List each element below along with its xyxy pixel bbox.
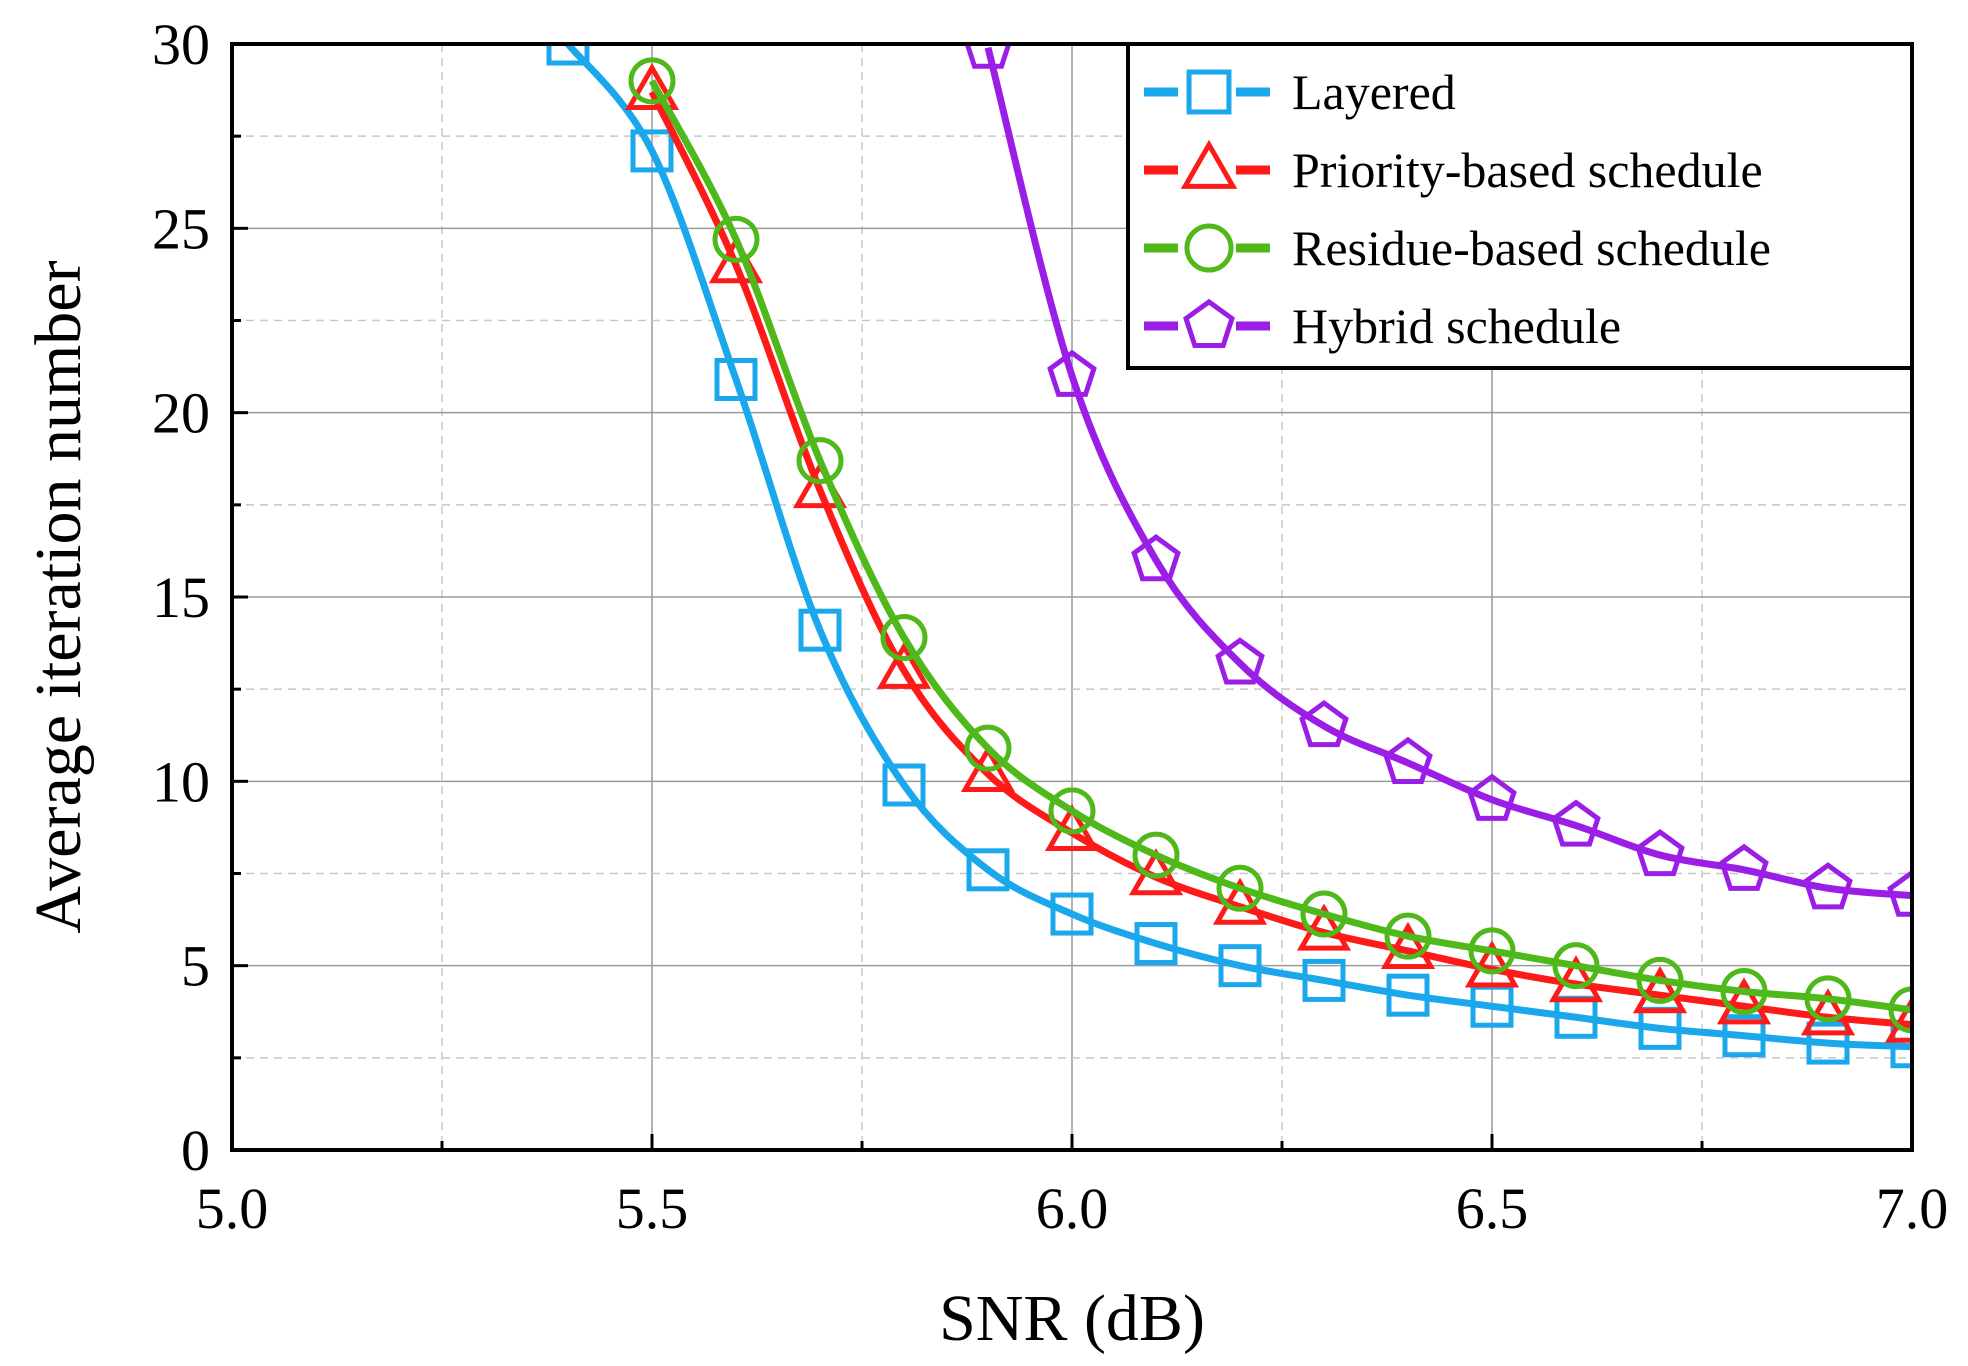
x-tick-label: 5.0: [196, 1176, 269, 1241]
tick-labels: 5.0 5.5 6.0 6.5 7.0 0 5 10 15 20 25 30: [152, 12, 1948, 1241]
marker-pentagon: [1467, 773, 1517, 821]
marker-circle: [1804, 975, 1852, 1023]
marker-circle: [1468, 927, 1516, 975]
y-tick-label: 25: [152, 196, 210, 261]
marker-pentagon: [1383, 736, 1433, 785]
marker-square: [546, 44, 590, 66]
series-line: [648, 79, 1912, 1014]
marker-triangle: [1548, 955, 1604, 1003]
x-tick-label: 7.0: [1876, 1176, 1949, 1241]
marker-circle: [1636, 956, 1684, 1004]
legend-item: Hybrid schedule: [1144, 298, 1621, 354]
series-layered: [546, 44, 1912, 1069]
marker-pentagon: [1719, 843, 1769, 891]
marker-triangle: [1716, 977, 1772, 1025]
marker-circle: [1216, 864, 1264, 912]
marker-circle: [1888, 986, 1912, 1034]
marker-pentagon: [1803, 862, 1853, 910]
legend-label: Hybrid schedule: [1292, 298, 1621, 354]
marker-circle: [880, 614, 928, 662]
marker-triangle: [960, 744, 1016, 793]
marker-circle: [1720, 967, 1768, 1015]
marker-square: [1890, 1025, 1912, 1069]
x-axis-title: SNR (dB): [939, 1282, 1205, 1355]
y-tick-label: 20: [152, 381, 210, 446]
marker-square: [1806, 1021, 1850, 1065]
x-tick-label: 6.0: [1036, 1176, 1109, 1241]
legend-marker-bg: [1186, 66, 1232, 118]
marker-square: [1134, 922, 1178, 966]
marker-pentagon: [1047, 349, 1097, 397]
axis-ticks: [230, 42, 1914, 1152]
marker-square: [1302, 958, 1346, 1002]
legend-item: Residue-based schedule: [1144, 220, 1771, 276]
marker-triangle: [1380, 921, 1436, 970]
marker-pentagon: [1635, 828, 1685, 877]
marker-square: [798, 608, 842, 652]
marker-circle: [1552, 942, 1600, 990]
marker-square: [714, 357, 758, 401]
marker-square: [966, 848, 1010, 892]
marker-circle: [1132, 831, 1180, 879]
marker-circle: [1384, 912, 1432, 960]
x-tick-label: 5.5: [616, 1176, 689, 1241]
marker-triangle: [1464, 940, 1520, 988]
legend-box: [1126, 42, 1914, 370]
y-tick-label: 15: [152, 565, 210, 630]
series-line: [984, 46, 1912, 900]
series-layer: [546, 44, 1912, 1069]
y-tick-label: 0: [181, 1118, 210, 1183]
marker-circle: [964, 724, 1012, 772]
marker-triangle: [1212, 877, 1268, 925]
y-tick-label: 30: [152, 12, 210, 77]
series-residue-based-schedule: [628, 57, 1912, 1034]
marker-triangle: [1884, 995, 1912, 1043]
marker-square: [882, 763, 926, 807]
marker-square: [1386, 973, 1430, 1017]
marker-triangle: [876, 641, 932, 689]
marker-circle: [796, 437, 844, 485]
legend: Layered Priority-based schedule Residue-ba…: [1126, 42, 1914, 370]
marker-pentagon: [1131, 534, 1181, 582]
marker-triangle: [1632, 966, 1688, 1014]
legend-label: Layered: [1292, 64, 1456, 120]
marker-square: [1722, 1014, 1766, 1058]
legend-label: Priority-based schedule: [1292, 142, 1763, 198]
marker-pentagon: [1299, 699, 1349, 748]
y-tick-label: 10: [152, 749, 210, 814]
marker-pentagon: [1551, 799, 1601, 847]
marker-square: [630, 129, 674, 173]
legend-item: Priority-based schedule: [1144, 139, 1763, 198]
marker-triangle: [1296, 903, 1352, 951]
y-axis-title: Average iteration number: [22, 260, 95, 933]
series-hybrid-schedule: [964, 44, 1912, 917]
marker-circle: [1184, 223, 1234, 273]
y-tick-label: 5: [181, 934, 210, 999]
marker-circle: [1300, 890, 1348, 938]
marker-triangle: [624, 62, 680, 111]
marker-pentagon: [964, 44, 1012, 69]
x-tick-label: 6.5: [1456, 1176, 1529, 1241]
marker-triangle: [1800, 988, 1856, 1036]
marker-pentagon: [1215, 637, 1265, 685]
series-line: [565, 44, 1912, 1051]
marker-pentagon: [1887, 869, 1912, 917]
marker-square: [1186, 69, 1232, 115]
marker-circle: [628, 57, 676, 105]
marker-circle: [1048, 787, 1096, 835]
marker-square: [1218, 944, 1262, 988]
legend-item: Layered: [1144, 64, 1456, 120]
marker-circle: [712, 215, 760, 263]
marker-square: [1050, 892, 1094, 936]
marker-pentagon: [1183, 298, 1235, 349]
marker-triangle: [1180, 139, 1238, 189]
legend-label: Residue-based schedule: [1292, 220, 1771, 276]
